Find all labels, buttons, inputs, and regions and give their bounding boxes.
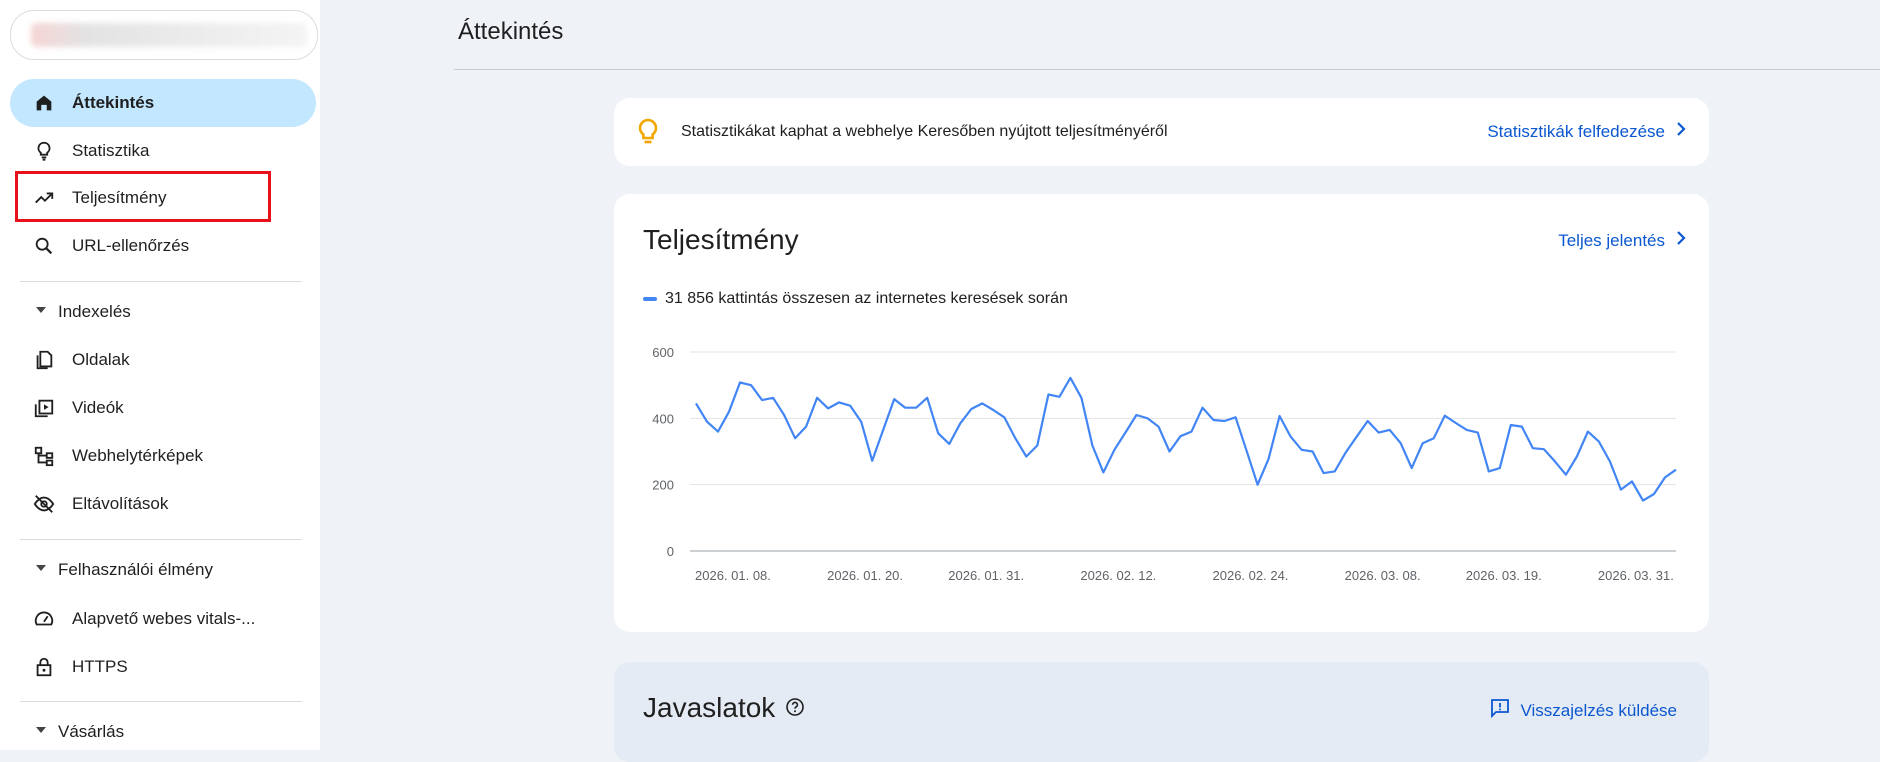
- legend-label: 31 856 kattintás összesen az internetes …: [665, 290, 1068, 307]
- sidebar-item-label: Teljesítmény: [72, 188, 167, 207]
- pages-icon: [32, 348, 56, 372]
- y-tick-label: 600: [652, 345, 674, 360]
- lightbulb-icon: [32, 139, 56, 163]
- sidebar-item-label: Áttekintés: [72, 93, 155, 112]
- x-tick-label: 2026. 02. 24.: [1213, 568, 1289, 583]
- sidebar-item-label: Webhelytérképek: [72, 446, 204, 465]
- sidebar-item-pages[interactable]: Oldalak: [10, 336, 316, 384]
- header-divider: [454, 69, 1880, 70]
- chevron-right-icon: [1675, 98, 1687, 166]
- x-tick-label: 2026. 03. 31.: [1598, 568, 1674, 583]
- sidebar-item-label: Oldalak: [72, 350, 130, 369]
- y-tick-label: 200: [652, 478, 674, 493]
- sidebar-divider: [20, 701, 302, 702]
- speed-icon: [32, 607, 56, 631]
- sidebar-item-https[interactable]: HTTPS: [10, 643, 316, 691]
- feedback-icon: [1490, 698, 1510, 723]
- sidebar-item-insights[interactable]: Statisztika: [10, 127, 316, 175]
- section-indexing[interactable]: Indexelés: [10, 292, 316, 332]
- x-tick-label: 2026. 01. 31.: [948, 568, 1024, 583]
- performance-title: Teljesítmény: [643, 224, 799, 255]
- sitemap-icon: [32, 444, 56, 468]
- lock-icon: [32, 655, 56, 679]
- caret-down-icon: [36, 565, 46, 571]
- sidebar-item-removals[interactable]: Eltávolítások: [10, 480, 316, 528]
- visibility-off-icon: [32, 492, 56, 516]
- full-report-label: Teljes jelentés: [1558, 230, 1665, 250]
- explore-insights-link[interactable]: Statisztikák felfedezése: [1487, 98, 1687, 166]
- suggestions-title: Javaslatok: [643, 692, 776, 723]
- x-tick-label: 2026. 03. 08.: [1345, 568, 1421, 583]
- sidebar-item-overview[interactable]: Áttekintés: [10, 79, 316, 127]
- sidebar-item-label: HTTPS: [72, 657, 128, 676]
- section-label: Felhasználói élmény: [58, 560, 213, 579]
- full-report-link[interactable]: Teljes jelentés: [1558, 230, 1687, 251]
- explore-insights-label: Statisztikák felfedezése: [1487, 122, 1665, 141]
- sidebar-item-label: Videók: [72, 398, 124, 417]
- insights-card: Statisztikákat kaphat a webhelye Keresőb…: [614, 98, 1709, 166]
- y-tick-label: 0: [667, 544, 674, 559]
- clicks-line-chart: 0 200 400 600 2026. 01. 08. 2026. 01. 20. 2026…: [652, 345, 1677, 583]
- sidebar-item-label: Alapvető webes vitals-...: [72, 609, 256, 628]
- section-label: Vásárlás: [58, 722, 125, 741]
- sidebar-item-videos[interactable]: Videók: [10, 384, 316, 432]
- home-icon: [32, 91, 56, 115]
- property-selector[interactable]: [10, 10, 318, 60]
- caret-down-icon: [36, 307, 46, 313]
- video-icon: [32, 396, 56, 420]
- page-title: Áttekintés: [458, 18, 564, 45]
- y-tick-label: 400: [652, 411, 674, 426]
- x-tick-label: 2026. 03. 19.: [1466, 568, 1542, 583]
- search-icon: [32, 234, 56, 258]
- send-feedback-label: Visszajelzés küldése: [1520, 700, 1677, 720]
- send-feedback-link[interactable]: Visszajelzés küldése: [1490, 698, 1677, 723]
- section-user-experience[interactable]: Felhasználói élmény: [10, 550, 316, 590]
- chart-legend: 31 856 kattintás összesen az internetes …: [643, 290, 1068, 308]
- chevron-right-icon: [1675, 230, 1687, 251]
- legend-swatch: [643, 297, 657, 301]
- suggestions-card: Javaslatok Visszajelzés küldése: [614, 662, 1709, 762]
- suggestions-title-group: Javaslatok: [643, 692, 805, 724]
- x-tick-label: 2026. 02. 12.: [1080, 568, 1156, 583]
- clicks-series-line: [695, 376, 1677, 502]
- sidebar-divider: [20, 281, 302, 282]
- insights-text: Statisztikákat kaphat a webhelye Keresőb…: [681, 123, 1168, 140]
- sidebar-item-label: Statisztika: [72, 141, 150, 160]
- sidebar-item-label: Eltávolítások: [72, 494, 169, 513]
- sidebar: Áttekintés Statisztika Teljesítmény URL-…: [0, 0, 320, 750]
- sidebar-item-url-inspection[interactable]: URL-ellenőrzés: [10, 222, 316, 270]
- help-icon[interactable]: [785, 692, 805, 724]
- x-tick-label: 2026. 01. 08.: [695, 568, 771, 583]
- sidebar-item-performance[interactable]: Teljesítmény: [10, 174, 316, 222]
- trending-up-icon: [32, 186, 56, 210]
- property-name-redacted: [31, 23, 307, 47]
- performance-card: Teljesítmény Teljes jelentés 31 856 katt…: [614, 194, 1709, 632]
- sidebar-item-sitemaps[interactable]: Webhelytérképek: [10, 432, 316, 480]
- sidebar-divider: [20, 539, 302, 540]
- section-shopping[interactable]: Vásárlás: [10, 712, 316, 752]
- x-tick-label: 2026. 01. 20.: [827, 568, 903, 583]
- sidebar-item-core-web-vitals[interactable]: Alapvető webes vitals-...: [10, 595, 316, 643]
- caret-down-icon: [36, 727, 46, 733]
- lightbulb-icon: [636, 118, 660, 151]
- sidebar-item-label: URL-ellenőrzés: [72, 236, 190, 255]
- section-label: Indexelés: [58, 302, 131, 321]
